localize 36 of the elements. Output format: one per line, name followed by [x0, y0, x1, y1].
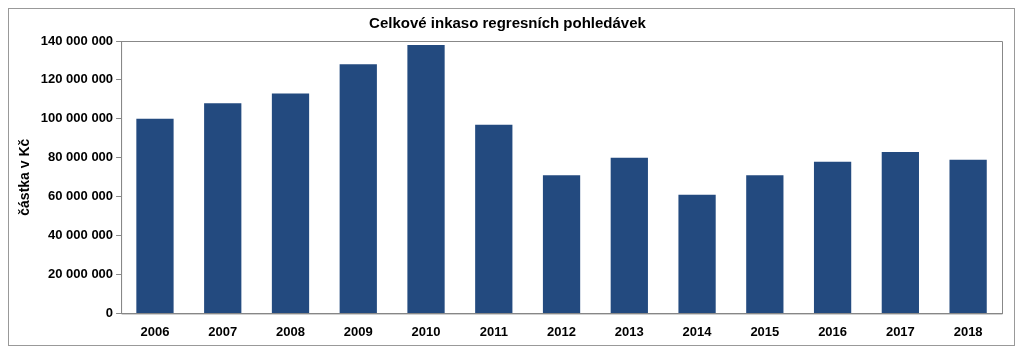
bar — [204, 103, 242, 313]
x-tick-label: 2007 — [208, 323, 238, 339]
y-tick-label: 100 000 000 — [40, 110, 114, 126]
y-tick-label: 80 000 000 — [48, 149, 114, 165]
bar — [881, 151, 919, 313]
y-tick-label: 40 000 000 — [48, 227, 114, 243]
y-tick-label: 20 000 000 — [48, 266, 114, 282]
bar — [678, 194, 716, 313]
x-tick-label: 2008 — [276, 323, 305, 339]
bar — [813, 161, 852, 313]
y-axis-title: částka v Kč — [16, 138, 33, 216]
bar — [407, 44, 445, 313]
bar — [475, 124, 513, 313]
x-tick-label: 2018 — [953, 323, 983, 339]
bar — [339, 64, 377, 313]
bar — [610, 157, 648, 313]
bar — [136, 118, 174, 313]
chart-title: Celkové inkaso regresních pohledávek — [369, 14, 647, 32]
bar — [949, 159, 987, 313]
y-tick-label: 0 — [105, 304, 114, 320]
x-tick-label: 2011 — [479, 323, 508, 339]
x-tick-label: 2014 — [682, 323, 713, 339]
bar — [746, 175, 784, 313]
bar — [271, 93, 310, 313]
y-tick-label: 60 000 000 — [48, 188, 114, 204]
y-tick-label: 120 000 000 — [40, 71, 114, 87]
x-tick-label: 2010 — [411, 323, 441, 339]
y-tick-label: 140 000 000 — [40, 32, 114, 48]
x-tick-label: 2017 — [885, 323, 915, 339]
x-tick-label: 2009 — [343, 323, 373, 339]
x-tick-label: 2016 — [818, 323, 848, 339]
x-tick-label: 2006 — [140, 323, 170, 339]
x-tick-label: 2013 — [614, 323, 644, 339]
x-tick-label: 2015 — [750, 323, 780, 339]
x-tick-label: 2012 — [547, 323, 577, 339]
bar — [542, 175, 581, 313]
